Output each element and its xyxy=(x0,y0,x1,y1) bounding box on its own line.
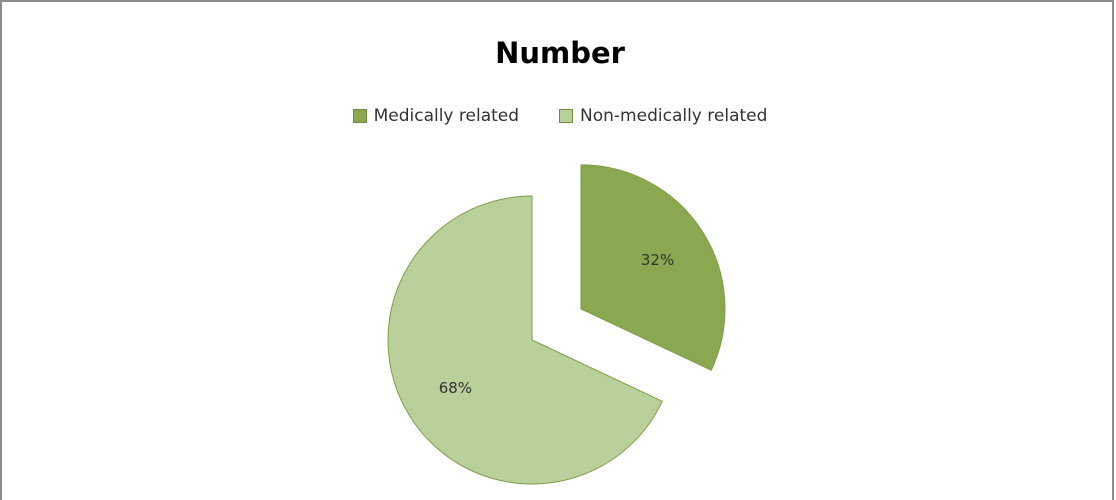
chart-title: Number xyxy=(495,36,625,70)
legend-item-medically-related: Medically related xyxy=(352,106,520,126)
pie-slice-medically-related xyxy=(580,164,726,371)
legend-swatch-medically-related xyxy=(352,109,367,123)
slice-value-label: 32% xyxy=(641,251,674,269)
legend-label-non-medically-related: Non-medically related xyxy=(580,106,768,126)
chart-legend: Medically related Non-medically related xyxy=(2,106,1116,126)
pie-slice-non-medically-related xyxy=(387,195,663,485)
slice-value-label: 68% xyxy=(439,379,472,397)
legend-swatch-non-medically-related xyxy=(559,109,574,123)
legend-item-non-medically-related: Non-medically related xyxy=(559,106,767,126)
legend-label-medically-related: Medically related xyxy=(373,106,520,126)
